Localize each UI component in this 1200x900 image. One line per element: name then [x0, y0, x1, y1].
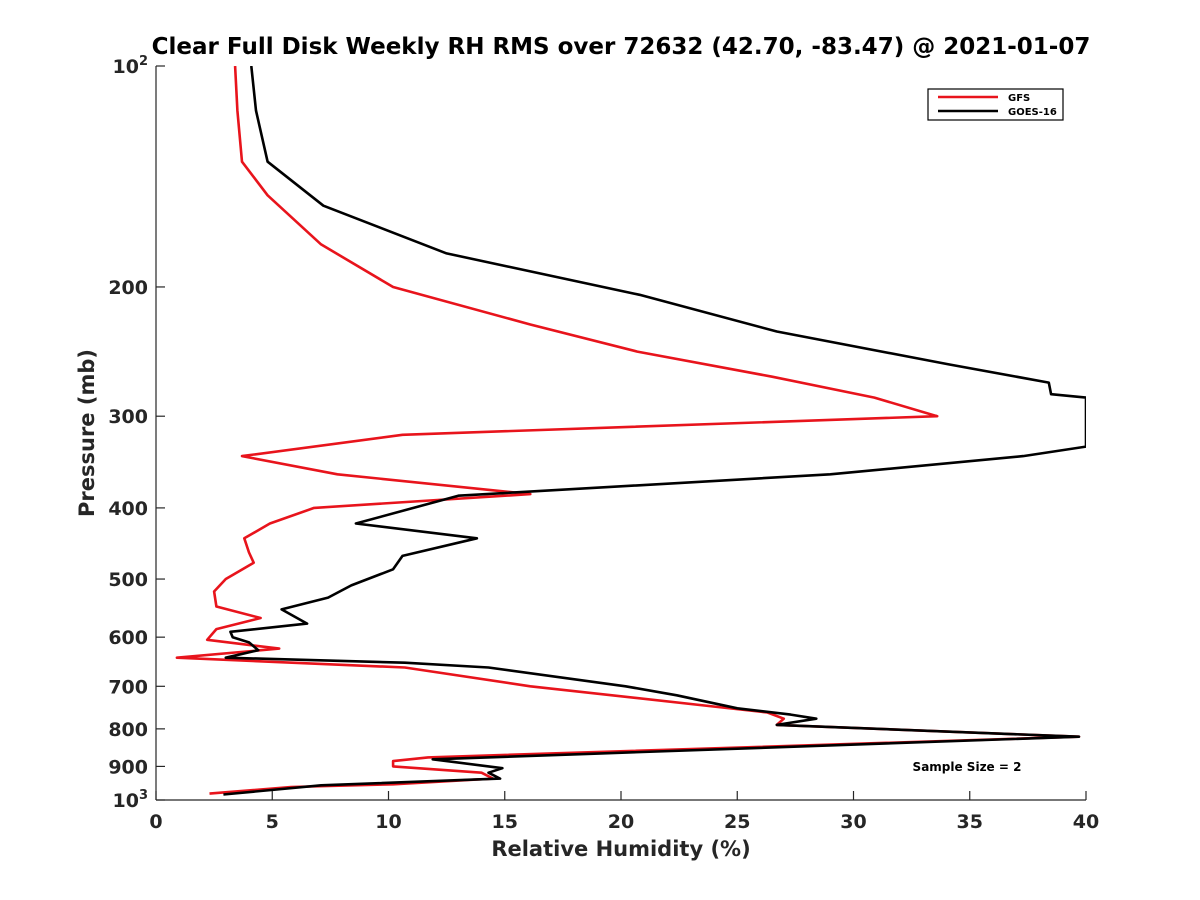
legend-box — [927, 88, 1064, 121]
legend: GFS GOES-16 — [927, 88, 1064, 121]
x-tick-label: 5 — [266, 811, 279, 833]
plot-lines — [175, 66, 1086, 796]
x-tick-label: 20 — [608, 811, 634, 833]
x-tick-label: 0 — [149, 811, 162, 833]
y-ticks: 102 200 300 400 500 600 700 800 900 103 — [108, 54, 165, 812]
legend-label-goes16: GOES-16 — [1008, 107, 1057, 118]
x-tick-label: 15 — [492, 811, 518, 833]
y-tick-label: 500 — [108, 569, 148, 591]
y-tick-label: 700 — [108, 676, 148, 698]
y-tick-label: 103 — [113, 788, 149, 812]
y-tick-label: 400 — [108, 498, 148, 520]
x-ticks: 0 5 10 15 20 25 30 35 40 — [149, 791, 1099, 833]
sample-size-annotation: Sample Size = 2 — [913, 760, 1022, 774]
y-tick-label: 900 — [108, 756, 148, 778]
x-tick-label: 30 — [840, 811, 866, 833]
series-line-gfs — [175, 66, 1081, 795]
x-tick-label: 25 — [724, 811, 750, 833]
x-tick-label: 10 — [375, 811, 401, 833]
y-tick-label: 200 — [108, 277, 148, 299]
y-tick-label: 300 — [108, 406, 148, 428]
y-tick-label: 800 — [108, 719, 148, 741]
y-axis-label: Pressure (mb) — [75, 349, 99, 517]
series-line-goes16 — [223, 66, 1086, 796]
chart-title: Clear Full Disk Weekly RH RMS over 72632… — [152, 34, 1091, 60]
y-tick-label: 102 — [113, 54, 149, 78]
x-axis-label: Relative Humidity (%) — [491, 837, 750, 861]
x-tick-label: 35 — [957, 811, 983, 833]
x-tick-label: 40 — [1073, 811, 1099, 833]
y-tick-label: 600 — [108, 627, 148, 649]
legend-label-gfs: GFS — [1008, 93, 1030, 104]
